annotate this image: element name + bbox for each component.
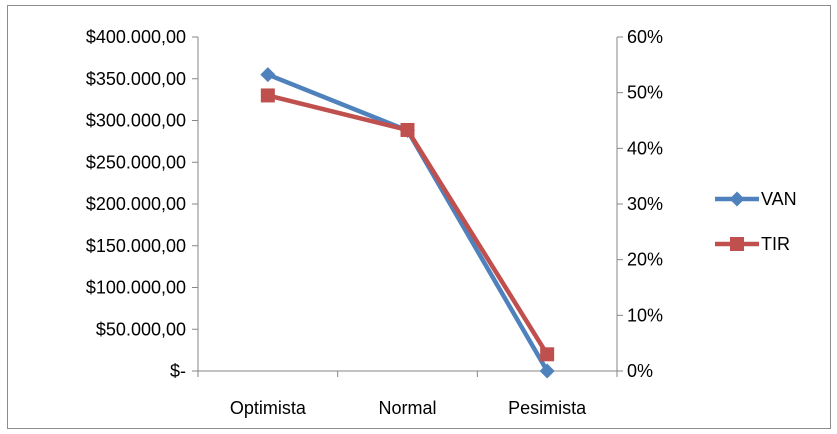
series-tir-point bbox=[400, 122, 415, 137]
series-van-point bbox=[539, 363, 555, 379]
y-right-tick-label: 50% bbox=[627, 83, 663, 103]
y-left-tick-label: $100.000,00 bbox=[86, 278, 186, 298]
y-right-tick-label: 40% bbox=[627, 138, 663, 158]
y-left-tick-label: $400.000,00 bbox=[86, 27, 186, 47]
y-left-tick-label: $250.000,00 bbox=[86, 152, 186, 172]
legend-tir-marker bbox=[730, 237, 744, 251]
legend-van-label: VAN bbox=[761, 189, 797, 209]
y-right-tick-label: 10% bbox=[627, 305, 663, 325]
y-left-tick-label: $50.000,00 bbox=[96, 319, 186, 339]
chart-border bbox=[7, 5, 831, 429]
x-tick-label: Optimista bbox=[230, 398, 307, 418]
y-left-tick-label: $- bbox=[170, 361, 186, 381]
y-right-tick-label: 30% bbox=[627, 194, 663, 214]
series-layer bbox=[260, 67, 555, 379]
y-left-tick-label: $300.000,00 bbox=[86, 111, 186, 131]
y-left-tick-label: $200.000,00 bbox=[86, 194, 186, 214]
y-left-tick-label: $350.000,00 bbox=[86, 69, 186, 89]
y-left-tick-label: $150.000,00 bbox=[86, 236, 186, 256]
legend-van-marker bbox=[729, 191, 745, 207]
y-right-tick-label: 20% bbox=[627, 250, 663, 270]
x-tick-label: Normal bbox=[378, 398, 436, 418]
y-right-tick-label: 0% bbox=[627, 361, 653, 381]
legend-tir-label: TIR bbox=[761, 234, 790, 254]
series-tir-point bbox=[540, 347, 555, 362]
y-right-tick-label: 60% bbox=[627, 27, 663, 47]
x-tick-label: Pesimista bbox=[508, 398, 587, 418]
series-van-point bbox=[260, 67, 276, 83]
legend: VAN TIR bbox=[715, 189, 797, 254]
axes: $- $50.000,00 $100.000,00 $150.000,00 $200.0… bbox=[86, 27, 663, 418]
series-tir-point bbox=[260, 88, 275, 103]
